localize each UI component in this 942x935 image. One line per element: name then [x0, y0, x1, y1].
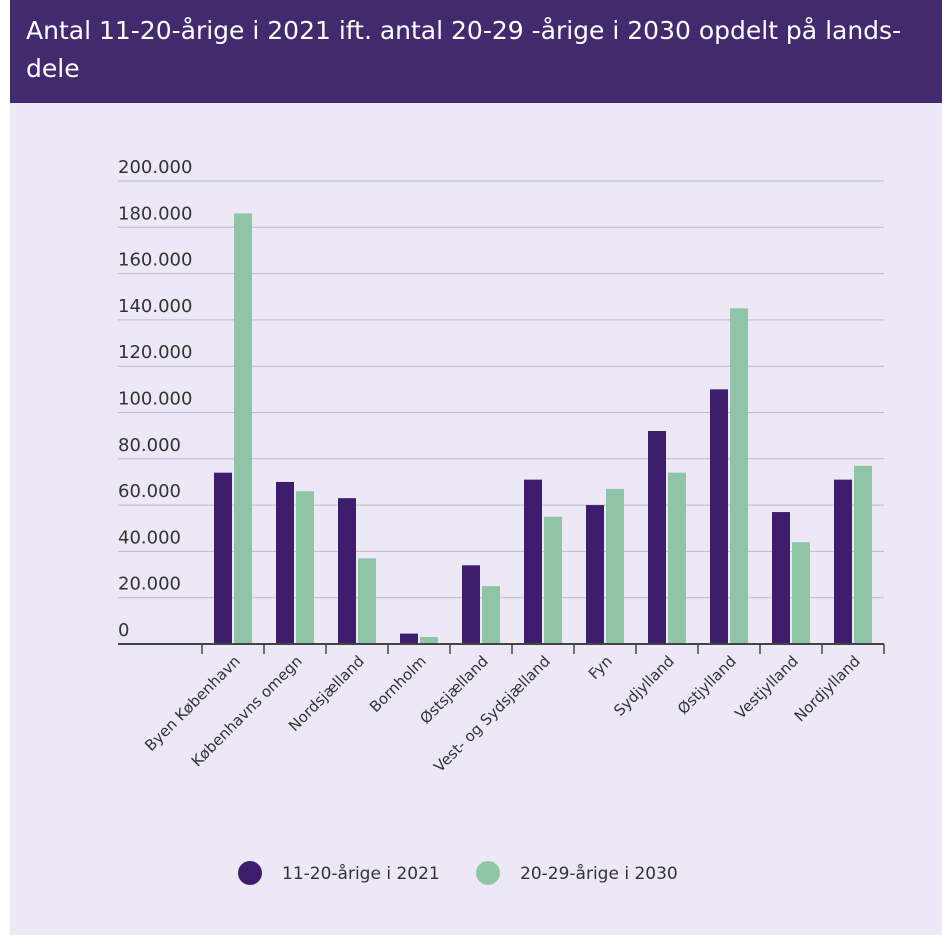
bar-2030 — [296, 491, 314, 644]
legend-swatch-2030 — [476, 861, 500, 885]
y-tick-label: 200.000 — [118, 157, 192, 178]
bar-2021 — [524, 479, 542, 644]
bar-2030 — [668, 472, 686, 644]
x-tick-label: Københavns omegn — [188, 652, 306, 770]
gridlines — [118, 180, 884, 599]
bar-2030 — [234, 213, 252, 644]
y-tick-label: 120.000 — [118, 342, 192, 363]
x-axis — [118, 643, 885, 654]
bar-2030 — [482, 586, 500, 644]
bar-2021 — [276, 481, 294, 644]
x-tick-label: Vest- og Sydsjælland — [430, 652, 554, 776]
bar-2030 — [730, 308, 748, 644]
bar-chart: 0 20.000 40.000 60.000 80.000 100.000 120.000 1… — [118, 157, 885, 885]
legend-swatch-2021 — [238, 861, 262, 885]
y-tick-label: 160.000 — [118, 250, 192, 271]
y-tick-label: 80.000 — [118, 435, 181, 456]
x-tick-label: Sydjylland — [610, 652, 678, 720]
bar-2021 — [648, 431, 666, 644]
legend-label-2021: 11-20-årige i 2021 — [282, 863, 440, 884]
y-tick-label: 60.000 — [118, 481, 181, 502]
y-tick-label: 0 — [118, 620, 129, 641]
bars — [214, 213, 872, 644]
bar-2030 — [792, 542, 810, 644]
bar-2021 — [834, 479, 852, 644]
bar-2021 — [710, 389, 728, 644]
chart-title: Antal 11-20-årige i 2021 ift. antal 20-2… — [26, 16, 902, 83]
bar-2021 — [586, 505, 604, 644]
x-tick-label: Fyn — [585, 652, 616, 683]
y-tick-label: 180.000 — [118, 203, 192, 224]
legend-label-2030: 20-29-årige i 2030 — [520, 863, 678, 884]
bar-2021 — [400, 633, 418, 644]
legend: 11-20-årige i 2021 20-29-årige i 2030 — [238, 861, 678, 885]
bar-2030 — [544, 516, 562, 644]
bar-2021 — [338, 498, 356, 644]
y-tick-label: 40.000 — [118, 527, 181, 548]
chart-frame: Antal 11-20-årige i 2021 ift. antal 20-2… — [10, 0, 942, 935]
bar-2030 — [358, 558, 376, 644]
y-tick-label: 20.000 — [118, 574, 181, 595]
x-tick-label: Nordjylland — [791, 652, 864, 725]
y-axis-ticks: 0 20.000 40.000 60.000 80.000 100.000 120.000 1… — [118, 157, 192, 641]
bar-2030 — [420, 637, 438, 644]
chart-area: 0 20.000 40.000 60.000 80.000 100.000 120.000 1… — [10, 103, 942, 935]
x-tick-label: Bornholm — [366, 652, 430, 716]
chart-header: Antal 11-20-årige i 2021 ift. antal 20-2… — [10, 0, 942, 103]
x-tick-label: Østjylland — [674, 652, 740, 718]
bar-2021 — [462, 565, 480, 644]
bar-2021 — [772, 512, 790, 644]
y-tick-label: 140.000 — [118, 296, 192, 317]
bar-2030 — [606, 488, 624, 644]
bar-2030 — [854, 465, 872, 644]
y-tick-label: 100.000 — [118, 389, 192, 410]
bar-2021 — [214, 472, 232, 644]
